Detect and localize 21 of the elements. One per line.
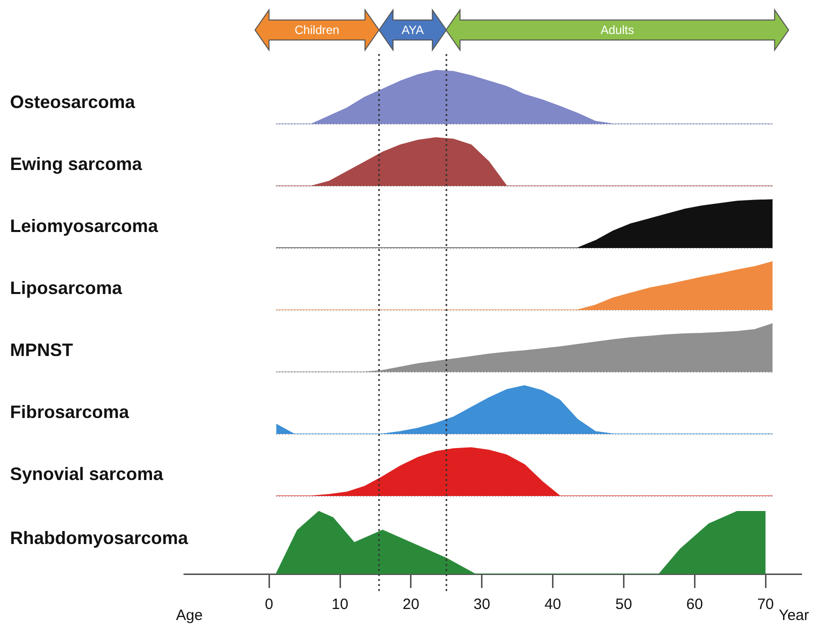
x-tick-label: 0: [264, 596, 274, 614]
x-tick-label: 50: [615, 596, 632, 614]
double-arrow-icon: Children: [255, 8, 380, 52]
y-axis-title: Fibrosarcoma: [10, 402, 130, 423]
double-arrow-icon: Adults: [446, 8, 789, 52]
x-tick-label: 70: [757, 596, 774, 614]
y-axis-title: Ewing sarcoma: [10, 154, 142, 175]
x-tick-label: 60: [686, 596, 703, 614]
double-arrow-icon: AYA: [379, 8, 446, 52]
text: Year: [778, 607, 809, 624]
y-axis-title: Leiomyosarcoma: [10, 216, 158, 237]
y-axis-title: Osteosarcoma: [10, 92, 136, 113]
x-tick-label: 10: [332, 596, 348, 614]
x-tick-label: 20: [402, 596, 420, 614]
x-axis-title: Age: [176, 607, 203, 624]
y-axis-title: Rhabdomyosarcoma: [10, 528, 188, 549]
y-axis-title: Liposarcoma: [10, 278, 122, 299]
y-axis-title: Synovial sarcoma: [10, 464, 164, 485]
y-axis-title: MPNST: [10, 340, 73, 361]
x-tick-label: 30: [474, 596, 490, 614]
x-tick-label: 40: [544, 596, 562, 614]
